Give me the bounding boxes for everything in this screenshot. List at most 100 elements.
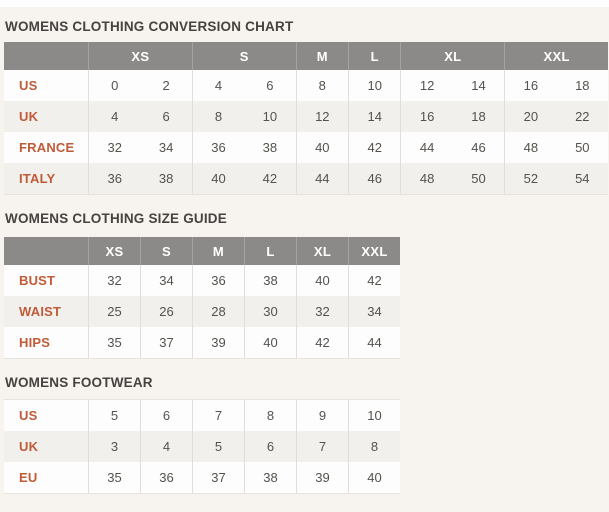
size-cell: 48 50 — [504, 132, 608, 163]
size-cell: 34 — [348, 296, 400, 327]
size-value: 18 — [471, 109, 486, 124]
size-value: 18 — [575, 78, 590, 93]
size-value: 4 — [214, 78, 223, 93]
size-value: 46 — [471, 140, 486, 155]
row-label: UK — [19, 109, 39, 124]
size-cell: 52 54 — [504, 163, 608, 194]
size-value: 10 — [262, 109, 278, 124]
size-cell: 6 — [244, 431, 296, 462]
size-cell: 12 — [295, 101, 348, 132]
size-cell: 26 — [140, 296, 192, 327]
size-cell: 6 — [140, 400, 192, 431]
row-label-cell: BUST — [4, 265, 88, 296]
row-label-cell: UK — [4, 101, 88, 132]
row-label-cell: HIPS — [4, 327, 88, 358]
size-value: 37 — [211, 470, 226, 485]
size-value: 6 — [266, 78, 274, 93]
size-value: 44 — [367, 335, 382, 350]
header-label-cell — [4, 237, 88, 265]
top-strip — [0, 0, 609, 7]
table-header-row: XS S M L XL XXL — [4, 237, 400, 265]
size-value: 42 — [315, 335, 330, 350]
size-value: 42 — [367, 140, 382, 155]
size-value: 2 — [162, 78, 170, 93]
size-value: 40 — [263, 335, 278, 350]
size-value: 37 — [159, 335, 174, 350]
table-header-row: XS S M L XL XXL — [4, 42, 608, 70]
size-value: 36 — [159, 470, 174, 485]
table-row-france: FRANCE 32 34 36 38 40 42 44 46 48 50 — [4, 132, 608, 163]
table-row-us: US 5 6 7 8 9 10 — [4, 400, 400, 431]
column-header-xl: XL — [296, 237, 348, 265]
size-cell: 42 — [348, 265, 400, 296]
column-header-xs: XS — [88, 237, 140, 265]
column-header-xxl: XXL — [348, 237, 400, 265]
size-value: 34 — [159, 273, 174, 288]
size-value: 6 — [162, 109, 170, 124]
section-title: WOMENS CLOTHING SIZE GUIDE — [5, 211, 227, 226]
column-header-xxl: XXL — [504, 42, 608, 70]
size-cell: 40 — [296, 265, 348, 296]
section-title: WOMENS CLOTHING CONVERSION CHART — [5, 19, 294, 34]
column-header-label: XL — [313, 243, 332, 259]
column-header-l: L — [244, 237, 296, 265]
column-header-s: S — [191, 42, 296, 70]
size-value: 46 — [367, 171, 382, 186]
row-label: ITALY — [19, 171, 56, 186]
size-value: 39 — [315, 470, 330, 485]
size-value: 26 — [159, 304, 174, 319]
size-value: 30 — [263, 304, 278, 319]
size-cell: 42 — [348, 132, 400, 163]
column-header-l: L — [348, 42, 400, 70]
size-value: 8 — [214, 109, 223, 124]
column-header-label: S — [239, 48, 249, 64]
size-value: 22 — [575, 109, 590, 124]
size-cell: 14 — [348, 101, 400, 132]
table-row-italy: ITALY 36 38 40 42 44 46 48 50 52 54 — [4, 163, 608, 194]
size-cell: 37 — [192, 462, 244, 493]
size-cell: 40 — [348, 462, 400, 493]
size-value: 52 — [523, 171, 539, 186]
size-cell: 32 — [88, 265, 140, 296]
size-cell: 42 — [296, 327, 348, 358]
size-value: 40 — [211, 171, 226, 186]
size-table: US 5 6 7 8 9 10 UK 3 4 5 6 7 8 EU 35 36 37 38 39 40 — [4, 399, 400, 494]
size-value: 48 — [523, 140, 539, 155]
size-cell: 8 10 — [191, 101, 296, 132]
header-label-cell — [4, 42, 88, 70]
size-cell: 8 — [348, 431, 400, 462]
row-label: US — [19, 78, 38, 93]
size-value: 32 — [107, 273, 122, 288]
row-label: FRANCE — [19, 140, 75, 155]
size-value: 10 — [367, 78, 382, 93]
size-cell: 38 — [244, 265, 296, 296]
size-value: 5 — [214, 439, 223, 454]
size-cell: 20 22 — [504, 101, 608, 132]
table-row-waist: WAIST 25 26 28 30 32 34 — [4, 296, 400, 327]
size-cell: 36 — [140, 462, 192, 493]
size-cell: 44 — [295, 163, 348, 194]
size-cell: 9 — [296, 400, 348, 431]
size-value: 8 — [266, 408, 275, 423]
row-label-cell: US — [4, 70, 88, 101]
column-header-label: M — [316, 48, 328, 64]
column-header-xs: XS — [88, 42, 192, 70]
size-value: 4 — [111, 109, 119, 124]
table-row-uk: UK 4 6 8 10 12 14 16 18 20 22 — [4, 101, 608, 132]
size-value: 9 — [318, 408, 327, 423]
size-value: 32 — [107, 140, 122, 155]
size-value: 50 — [471, 171, 486, 186]
size-value: 38 — [263, 470, 278, 485]
size-cell: 32 — [296, 296, 348, 327]
column-header-xl: XL — [400, 42, 504, 70]
size-cell: 16 18 — [504, 70, 608, 101]
table-row-hips: HIPS 35 37 39 40 42 44 — [4, 327, 400, 358]
size-value: 28 — [211, 304, 226, 319]
column-header-label: S — [162, 243, 171, 259]
size-cell: 35 — [88, 327, 140, 358]
size-cell: 5 — [88, 400, 140, 431]
size-value: 6 — [266, 439, 275, 454]
size-cell: 46 — [348, 163, 400, 194]
